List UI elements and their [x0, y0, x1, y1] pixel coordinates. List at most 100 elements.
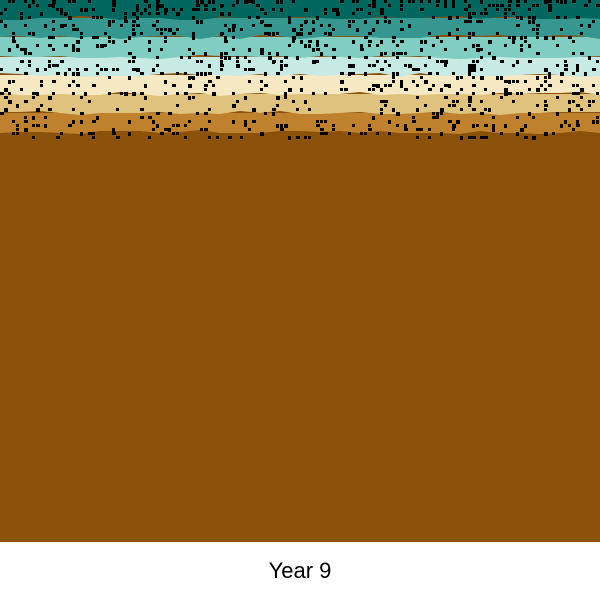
speckle [448, 84, 451, 88]
speckle [76, 40, 79, 43]
speckle [596, 120, 599, 124]
speckle [508, 36, 511, 39]
speckle [572, 72, 575, 75]
speckle [276, 72, 280, 75]
speckle [164, 92, 167, 95]
speckle [48, 4, 52, 7]
speckle [156, 56, 159, 59]
speckle [308, 108, 311, 111]
speckle [384, 52, 387, 55]
speckle [516, 60, 519, 64]
speckle [420, 76, 423, 79]
speckle [424, 40, 427, 44]
speckle [296, 136, 300, 139]
speckle [564, 120, 567, 124]
speckle [528, 20, 531, 24]
speckle [44, 24, 47, 28]
speckle [100, 68, 103, 71]
speckle [412, 0, 415, 3]
speckle [428, 32, 431, 35]
speckle [304, 136, 307, 139]
speckle [88, 0, 91, 3]
speckle [488, 52, 491, 55]
speckle [388, 120, 391, 124]
speckle [64, 72, 67, 76]
speckle [232, 28, 235, 32]
speckle [308, 40, 312, 43]
speckle [384, 16, 387, 19]
speckle [404, 88, 408, 91]
speckle [536, 36, 539, 39]
speckle [352, 20, 355, 23]
speckle [536, 76, 539, 80]
speckle [296, 56, 299, 60]
speckle [356, 28, 359, 32]
speckle [312, 48, 315, 51]
speckle [16, 132, 19, 135]
speckle [368, 12, 371, 15]
speckle [380, 40, 383, 44]
speckle [312, 28, 315, 32]
speckle [304, 44, 307, 48]
speckle [352, 72, 355, 75]
speckle [520, 48, 523, 52]
speckle [564, 0, 567, 3]
speckle [572, 40, 575, 43]
speckle [20, 60, 24, 63]
speckle [348, 20, 351, 23]
speckle [496, 8, 499, 11]
speckle [340, 88, 343, 91]
speckle [188, 120, 191, 123]
speckle [176, 12, 180, 16]
speckle [464, 0, 467, 3]
speckle [436, 36, 439, 39]
speckle [584, 4, 587, 7]
speckle [76, 84, 80, 87]
speckle [516, 92, 519, 95]
speckle [304, 20, 307, 24]
speckle [428, 0, 431, 3]
speckle [164, 12, 167, 15]
speckle [12, 0, 15, 3]
speckle [476, 60, 479, 63]
speckle [68, 84, 71, 87]
speckle [408, 64, 412, 68]
speckle [72, 80, 75, 83]
speckle [16, 124, 19, 127]
speckle [120, 24, 123, 27]
speckle [520, 16, 523, 20]
speckle [88, 100, 91, 103]
speckle [112, 68, 115, 71]
speckle [208, 72, 212, 75]
speckle [184, 92, 188, 95]
speckle [588, 24, 591, 28]
sediment-layers-svg [0, 0, 600, 542]
speckle [360, 132, 363, 135]
speckle [136, 24, 140, 27]
speckle [472, 44, 475, 48]
speckle [452, 100, 455, 103]
speckle [432, 44, 435, 47]
speckle [224, 56, 227, 60]
speckle [96, 116, 99, 120]
speckle [248, 60, 251, 63]
speckle [48, 36, 52, 39]
speckle [60, 12, 63, 15]
speckle [440, 132, 443, 136]
speckle [496, 76, 499, 80]
speckle [204, 72, 207, 76]
speckle [84, 92, 87, 96]
speckle [112, 40, 115, 44]
speckle [548, 72, 551, 76]
speckle [168, 128, 171, 132]
speckle [384, 0, 387, 3]
layer-tan [0, 94, 600, 115]
speckle [504, 80, 508, 83]
speckle [412, 120, 416, 123]
speckle [24, 48, 27, 52]
speckle [312, 60, 316, 64]
speckle [208, 136, 211, 139]
speckle [212, 84, 215, 87]
speckle [232, 24, 236, 28]
speckle [332, 128, 335, 131]
